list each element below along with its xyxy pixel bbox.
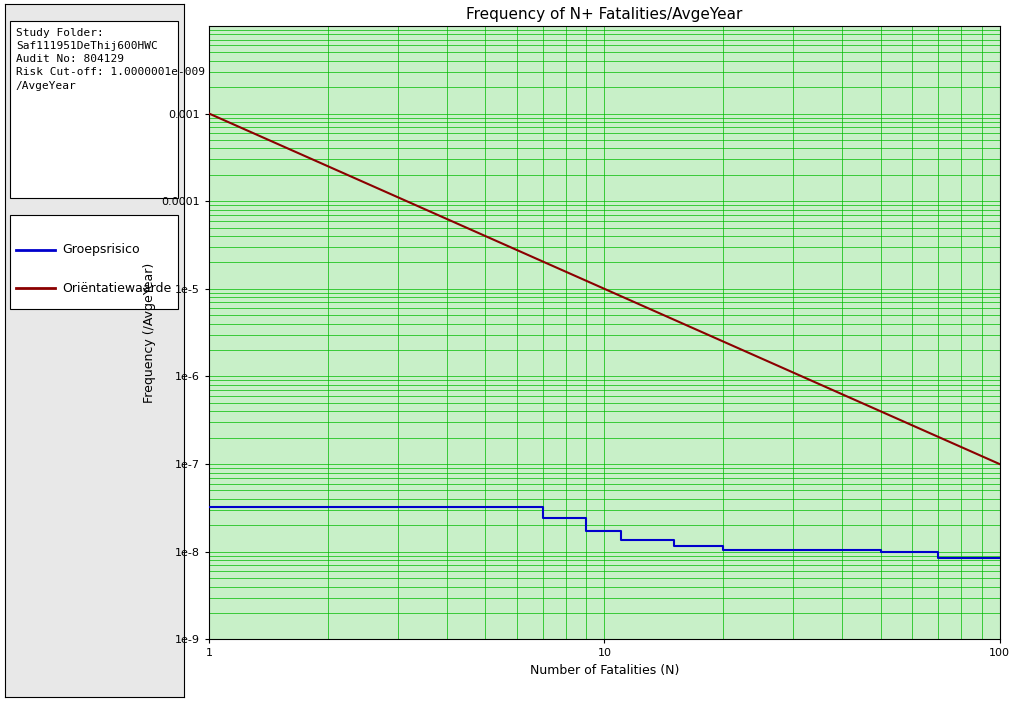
X-axis label: Number of Fatalities (N): Number of Fatalities (N) bbox=[529, 664, 679, 677]
Y-axis label: Frequency (/AvgeYear): Frequency (/AvgeYear) bbox=[143, 262, 156, 403]
Bar bbox=[10, 215, 178, 309]
Bar bbox=[10, 21, 178, 198]
Text: Study Folder:
Saf111951DeThij600HWC
Audit No: 804129
Risk Cut-off: 1.0000001e-00: Study Folder: Saf111951DeThij600HWC Audi… bbox=[16, 28, 205, 90]
Text: Oriëntatiewaarde: Oriëntatiewaarde bbox=[62, 282, 171, 294]
Text: Groepsrisico: Groepsrisico bbox=[62, 243, 140, 257]
Title: Frequency of N+ Fatalities/AvgeYear: Frequency of N+ Fatalities/AvgeYear bbox=[466, 7, 742, 22]
